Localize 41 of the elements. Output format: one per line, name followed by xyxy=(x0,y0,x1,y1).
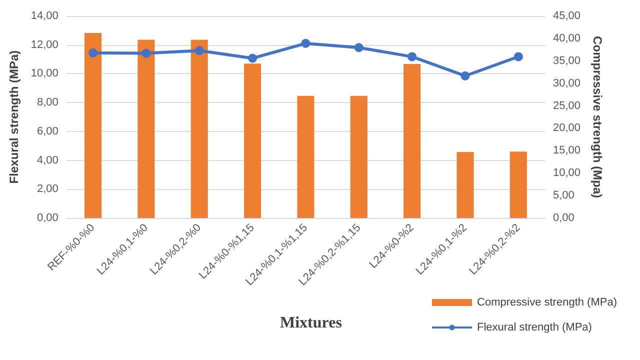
bar xyxy=(84,33,102,218)
legend-label: Compressive strength (MPa) xyxy=(477,296,618,308)
bar xyxy=(138,40,155,218)
y-axis-title: Flexural strength (MPa) xyxy=(7,50,21,184)
y-tick-label: 12,00 xyxy=(30,38,58,51)
y2-tick-label: 10,00 xyxy=(553,167,581,180)
y2-tick-label: 35,00 xyxy=(553,54,581,67)
point xyxy=(408,52,417,62)
y-tick-label: 8,00 xyxy=(37,96,58,109)
point xyxy=(142,48,151,58)
y2-axis-title: Compressive strength (Mpa) xyxy=(590,36,604,198)
y2-tick-label: 15,00 xyxy=(553,144,581,157)
point xyxy=(460,71,470,80)
point xyxy=(88,48,98,58)
y2-tick-label: 20,00 xyxy=(553,122,581,134)
bar xyxy=(510,152,527,218)
legend-label: Flexural strength (MPa) xyxy=(477,322,592,334)
bar xyxy=(190,40,208,218)
y2-tick-label: 45,00 xyxy=(553,10,581,22)
x-axis-title: Mixtures xyxy=(280,314,342,332)
point xyxy=(194,46,204,56)
y-tick-label: 6,00 xyxy=(37,125,58,138)
y2-tick-label: 25,00 xyxy=(553,100,581,112)
bar xyxy=(297,96,314,218)
y2-tick-label: 40,00 xyxy=(553,32,581,44)
point xyxy=(301,38,310,48)
bar xyxy=(350,96,368,218)
y-tick-label: 10,00 xyxy=(30,68,58,80)
point xyxy=(354,43,364,52)
y-tick-label: 14,00 xyxy=(30,10,58,22)
bar xyxy=(456,152,474,218)
y-tick-label: 0,00 xyxy=(37,212,58,224)
point xyxy=(514,52,523,62)
bar xyxy=(404,64,421,218)
y2-tick-label: 30,00 xyxy=(553,77,581,90)
bar xyxy=(244,64,262,218)
y2-tick-label: 5,00 xyxy=(553,190,574,202)
y-tick-label: 2,00 xyxy=(37,183,58,196)
point xyxy=(248,54,258,63)
y-tick-label: 4,00 xyxy=(37,154,58,166)
y2-tick-label: 0,00 xyxy=(553,212,574,224)
